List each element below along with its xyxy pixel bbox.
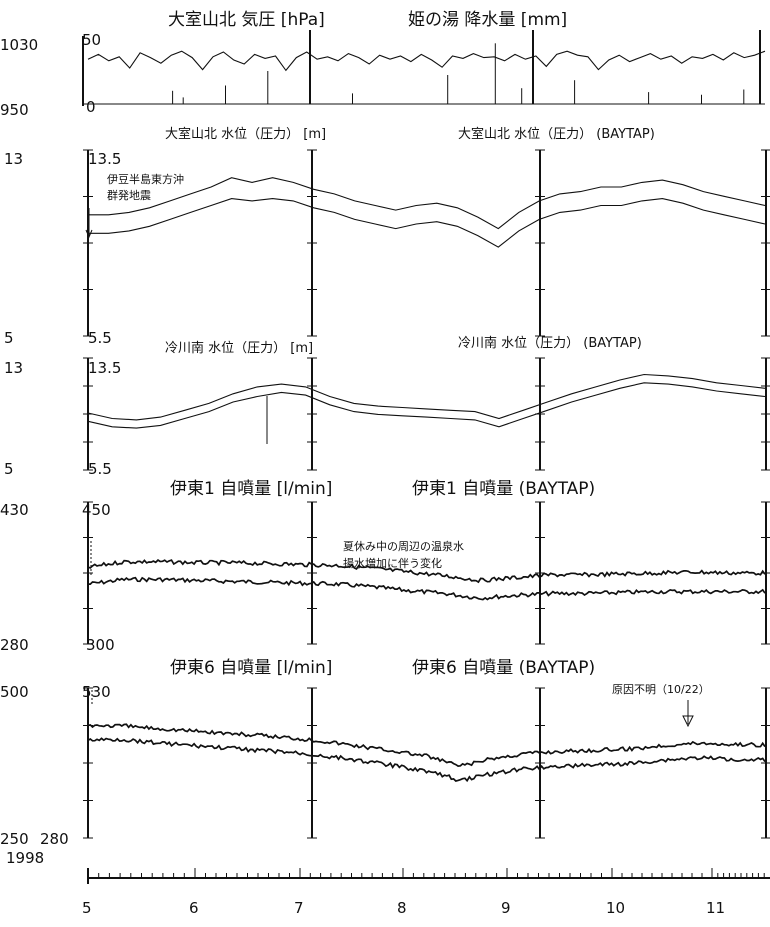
panel5-left-top-tick: 500 bbox=[0, 683, 29, 701]
panel5-series-observed bbox=[87, 723, 766, 767]
panel2-title-right: 大室山北 水位（圧力） (BAYTAP) bbox=[458, 126, 655, 142]
panel1-left-top-tick: 1030 bbox=[0, 36, 38, 54]
panel1-right-bottom-tick: 0 bbox=[86, 98, 96, 116]
panel1-rain-bars bbox=[172, 43, 745, 104]
panel3-title-left: 冷川南 水位（圧力） [m] bbox=[165, 340, 313, 356]
panel5-title-right: 伊東6 自噴量 (BAYTAP) bbox=[412, 658, 595, 678]
panel5-annotation: 原因不明（10/22） bbox=[612, 683, 710, 696]
month-label-2: 7 bbox=[294, 899, 304, 917]
time-axis-ticks: 5 6 7 8 9 10 11 bbox=[82, 868, 765, 917]
panel1-title-right: 姫の湯 降水量 [mm] bbox=[408, 10, 567, 30]
panel-ito6-flow: 伊東6 自噴量 [l/min] 伊東6 自噴量 (BAYTAP) 500 530… bbox=[0, 658, 766, 848]
panel3-left-top-tick: 13 bbox=[4, 359, 23, 377]
panel4-title-left: 伊東1 自噴量 [l/min] bbox=[170, 479, 332, 499]
panel2-annotation-line2: 群発地震 bbox=[107, 188, 151, 202]
panel5-series-baytap bbox=[87, 737, 766, 783]
panel2-title-left: 大室山北 水位（圧力） [m] bbox=[165, 126, 326, 142]
month-label-5: 10 bbox=[606, 899, 625, 917]
panel2-annotation-line1: 伊豆半島東方沖 bbox=[107, 172, 184, 186]
month-label-4: 9 bbox=[501, 899, 511, 917]
panel-pressure-rain: 大室山北 気圧 [hPa] 姫の湯 降水量 [mm] 1030 950 50 0 bbox=[0, 10, 766, 119]
panel2-left-top-tick: 13 bbox=[4, 150, 23, 168]
panel1-title-left: 大室山北 気圧 [hPa] bbox=[168, 10, 325, 30]
panel4-series-observed bbox=[87, 559, 766, 584]
panel2-series-observed bbox=[88, 198, 766, 248]
month-label-3: 8 bbox=[397, 899, 407, 917]
panel2-right-top-tick: 13.5 bbox=[88, 150, 121, 168]
vertical-axes bbox=[83, 149, 770, 839]
panel4-title-right: 伊東1 自噴量 (BAYTAP) bbox=[412, 479, 595, 499]
month-label-6: 11 bbox=[706, 899, 725, 917]
panel-omuroyama-water: 大室山北 水位（圧力） [m] 大室山北 水位（圧力） (BAYTAP) 13 … bbox=[4, 126, 766, 347]
panel5-event-arrow-head bbox=[682, 715, 694, 728]
panel3-series-baytap bbox=[87, 373, 766, 421]
panel5-left-bottom-tick: 250 bbox=[0, 830, 29, 848]
panel1-right-top-tick: 50 bbox=[82, 31, 101, 49]
panel4-right-top-tick: 450 bbox=[82, 501, 111, 519]
panel4-left-top-tick: 430 bbox=[0, 501, 29, 519]
panel2-right-bottom-tick: 5.5 bbox=[88, 329, 112, 347]
month-label-1: 6 bbox=[189, 899, 199, 917]
panel3-right-top-tick: 13.5 bbox=[88, 359, 121, 377]
panel3-title-right: 冷川南 水位（圧力） (BAYTAP) bbox=[458, 335, 642, 351]
panel3-series-observed bbox=[87, 382, 766, 429]
time-axis-year: 1998 bbox=[6, 849, 44, 867]
panel3-right-bottom-tick: 5.5 bbox=[88, 460, 112, 478]
panel2-left-bottom-tick: 5 bbox=[4, 329, 14, 347]
time-axis: 1998 5 6 7 8 9 10 11 bbox=[6, 849, 770, 917]
panel1-left-bottom-tick: 950 bbox=[0, 101, 29, 119]
panel4-left-bottom-tick: 280 bbox=[0, 636, 29, 654]
panel-hiekawa-water: 冷川南 水位（圧力） [m] 冷川南 水位（圧力） (BAYTAP) 13 13… bbox=[4, 335, 766, 478]
panel5-right-bottom-tick: 280 bbox=[40, 830, 69, 848]
panel5-title-left: 伊東6 自噴量 [l/min] bbox=[170, 658, 332, 678]
panel4-series-baytap bbox=[88, 576, 766, 601]
panel2-series-baytap bbox=[88, 177, 766, 230]
panel4-annotation-line1: 夏休み中の周辺の温泉水 bbox=[343, 539, 464, 553]
panel-ito1-flow: 伊東1 自噴量 [l/min] 伊東1 自噴量 (BAYTAP) 430 450… bbox=[0, 479, 766, 654]
month-label-0: 5 bbox=[82, 899, 92, 917]
panel5-right-top-tick: 530 bbox=[82, 683, 111, 701]
panel1-pressure-line bbox=[87, 50, 766, 72]
panel3-left-bottom-tick: 5 bbox=[4, 460, 14, 478]
panel4-right-bottom-tick: 300 bbox=[86, 636, 115, 654]
